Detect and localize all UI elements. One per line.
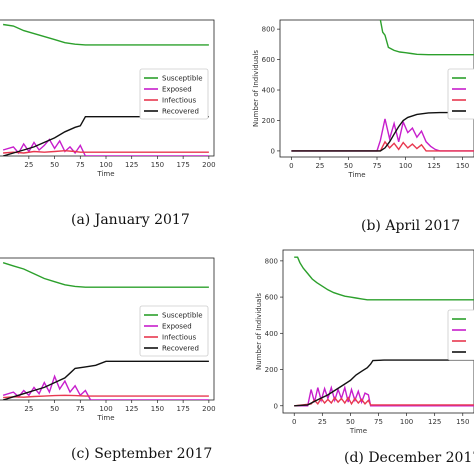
series-line-susceptible (2, 23, 209, 46)
x-tick-label: 75 (373, 162, 382, 170)
y-tick-label: 800 (265, 257, 278, 265)
series-line-recovered (294, 359, 474, 407)
x-tick-label: 125 (427, 162, 440, 170)
x-tick-label: 125 (125, 405, 138, 413)
panel-caption: (b) April 2017 (361, 218, 460, 234)
legend-label: Susceptible (162, 75, 203, 83)
x-tick-label: 0 (289, 162, 293, 170)
y-tick-label: 400 (262, 87, 275, 95)
x-tick-label: 100 (99, 405, 112, 413)
series-group (294, 256, 474, 407)
x-axis-label: Time (349, 427, 367, 435)
x-tick-label: 200 (202, 161, 215, 169)
series-line-exposed (294, 384, 474, 407)
y-tick-label: 600 (262, 56, 275, 64)
y-axis-label: Number of Individuals (252, 50, 260, 127)
chart-panel-2: 0 25 50 75 100 125 150 0 200 400 600 800 Time Number … (252, 19, 474, 234)
x-tick-label: 125 (428, 418, 441, 426)
x-tick-label: 75 (76, 161, 85, 169)
series-line-recovered (2, 116, 209, 156)
series-line-susceptible (2, 262, 209, 288)
series-line-infectious (3, 149, 209, 154)
legend-box (447, 309, 474, 361)
legend-label: Exposed (162, 323, 192, 331)
legend (447, 68, 474, 120)
x-tick-label: 150 (151, 405, 164, 413)
x-tick-label: 75 (374, 418, 383, 426)
x-axis-label: Time (347, 171, 365, 179)
x-axis-label: Time (96, 170, 114, 178)
y-tick-label: 0 (274, 402, 278, 410)
series-line-infectious (3, 394, 209, 399)
x-tick-label: 25 (24, 161, 33, 169)
y-tick-label: 200 (262, 117, 275, 125)
x-tick-label: 50 (344, 162, 353, 170)
series-line-recovered (2, 360, 209, 400)
series-line-recovered (291, 111, 474, 152)
legend-label: Recovered (162, 345, 199, 353)
x-tick-label: 200 (202, 405, 215, 413)
series-line-infectious (291, 140, 474, 152)
x-tick-label: 150 (456, 418, 469, 426)
panel-caption: (a) January 2017 (71, 212, 190, 228)
x-tick-label: 175 (176, 405, 189, 413)
series-line-susceptible (294, 256, 474, 301)
x-axis-label: Time (96, 414, 114, 422)
y-tick-label: 0 (271, 147, 275, 155)
x-tick-label: 25 (318, 418, 327, 426)
x-tick-label: 175 (176, 161, 189, 169)
legend-box (139, 305, 209, 357)
x-tick-label: 50 (50, 405, 59, 413)
legend-label: Infectious (162, 334, 197, 342)
series-line-infectious (294, 396, 474, 407)
series-group (291, 20, 474, 152)
legend: Susceptible Exposed Infectious Recovered (139, 68, 209, 120)
legend-label: Infectious (162, 97, 197, 105)
x-tick-label: 150 (151, 161, 164, 169)
legend (447, 309, 474, 361)
x-tick-label: 100 (399, 162, 412, 170)
series-line-exposed (2, 138, 209, 156)
legend-label: Recovered (162, 108, 199, 116)
series-line-exposed (291, 118, 474, 152)
plot-frame (282, 249, 474, 414)
x-tick-label: 100 (400, 418, 413, 426)
x-tick-label: 25 (24, 405, 33, 413)
x-tick-label: 150 (456, 162, 469, 170)
x-tick-label: 0 (292, 418, 296, 426)
x-tick-label: 50 (50, 161, 59, 169)
series-group (2, 23, 209, 156)
x-tick-label: 100 (99, 161, 112, 169)
legend-box (447, 68, 474, 120)
plot-frame (279, 19, 474, 158)
y-tick-label: 400 (265, 330, 278, 338)
legend: Susceptible Exposed Infectious Recovered (139, 305, 209, 357)
legend-label: Susceptible (162, 312, 203, 320)
chart-panel-1: 25 50 75 100 125 150 175 200 Time Susceptible Expo… (0, 19, 216, 228)
chart-panel-3: 25 50 75 100 125 150 175 200 Time Susceptible Expo… (0, 257, 216, 462)
y-axis-label: Number of Individuals (255, 293, 263, 370)
x-tick-label: 75 (76, 405, 85, 413)
series-group (2, 262, 209, 400)
y-tick-label: 200 (265, 366, 278, 374)
x-tick-label: 50 (346, 418, 355, 426)
x-tick-label: 25 (315, 162, 324, 170)
legend-box (139, 68, 209, 120)
panel-caption: (d) December 2017 (344, 450, 474, 466)
y-tick-label: 800 (262, 26, 275, 34)
series-line-susceptible (379, 20, 474, 56)
panel-caption: (c) September 2017 (71, 446, 212, 462)
chart-panel-4: 0 25 50 75 100 125 150 0 200 400 600 800 Time Number … (255, 249, 474, 466)
y-tick-label: 600 (265, 294, 278, 302)
legend-label: Exposed (162, 86, 192, 94)
x-tick-label: 125 (125, 161, 138, 169)
